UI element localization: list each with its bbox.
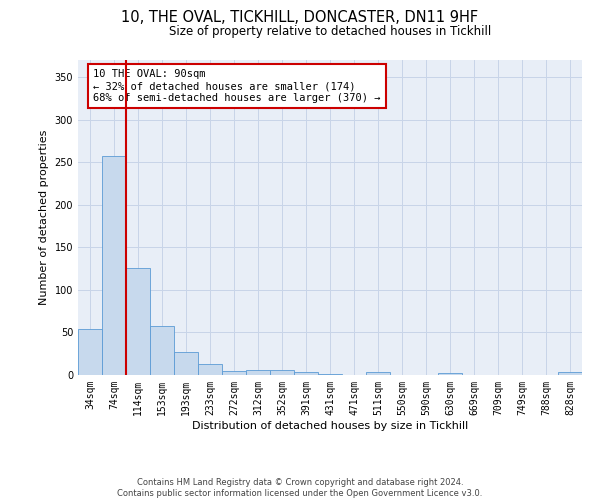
Bar [78, 329, 102, 375]
Y-axis label: Number of detached properties: Number of detached properties [39, 130, 49, 305]
Bar [102, 156, 126, 375]
Bar [222, 370, 246, 375]
Bar [198, 364, 222, 375]
Bar [558, 372, 582, 375]
X-axis label: Distribution of detached houses by size in Tickhill: Distribution of detached houses by size … [192, 420, 468, 430]
Bar [318, 374, 342, 375]
Bar [294, 372, 318, 375]
Text: Contains HM Land Registry data © Crown copyright and database right 2024.
Contai: Contains HM Land Registry data © Crown c… [118, 478, 482, 498]
Bar [270, 370, 294, 375]
Bar [246, 370, 270, 375]
Title: Size of property relative to detached houses in Tickhill: Size of property relative to detached ho… [169, 25, 491, 38]
Bar [438, 374, 462, 375]
Text: 10, THE OVAL, TICKHILL, DONCASTER, DN11 9HF: 10, THE OVAL, TICKHILL, DONCASTER, DN11 … [121, 10, 479, 25]
Bar [366, 372, 390, 375]
Bar [174, 352, 198, 375]
Text: 10 THE OVAL: 90sqm
← 32% of detached houses are smaller (174)
68% of semi-detach: 10 THE OVAL: 90sqm ← 32% of detached hou… [93, 70, 380, 102]
Bar [150, 326, 174, 375]
Bar [126, 268, 150, 375]
